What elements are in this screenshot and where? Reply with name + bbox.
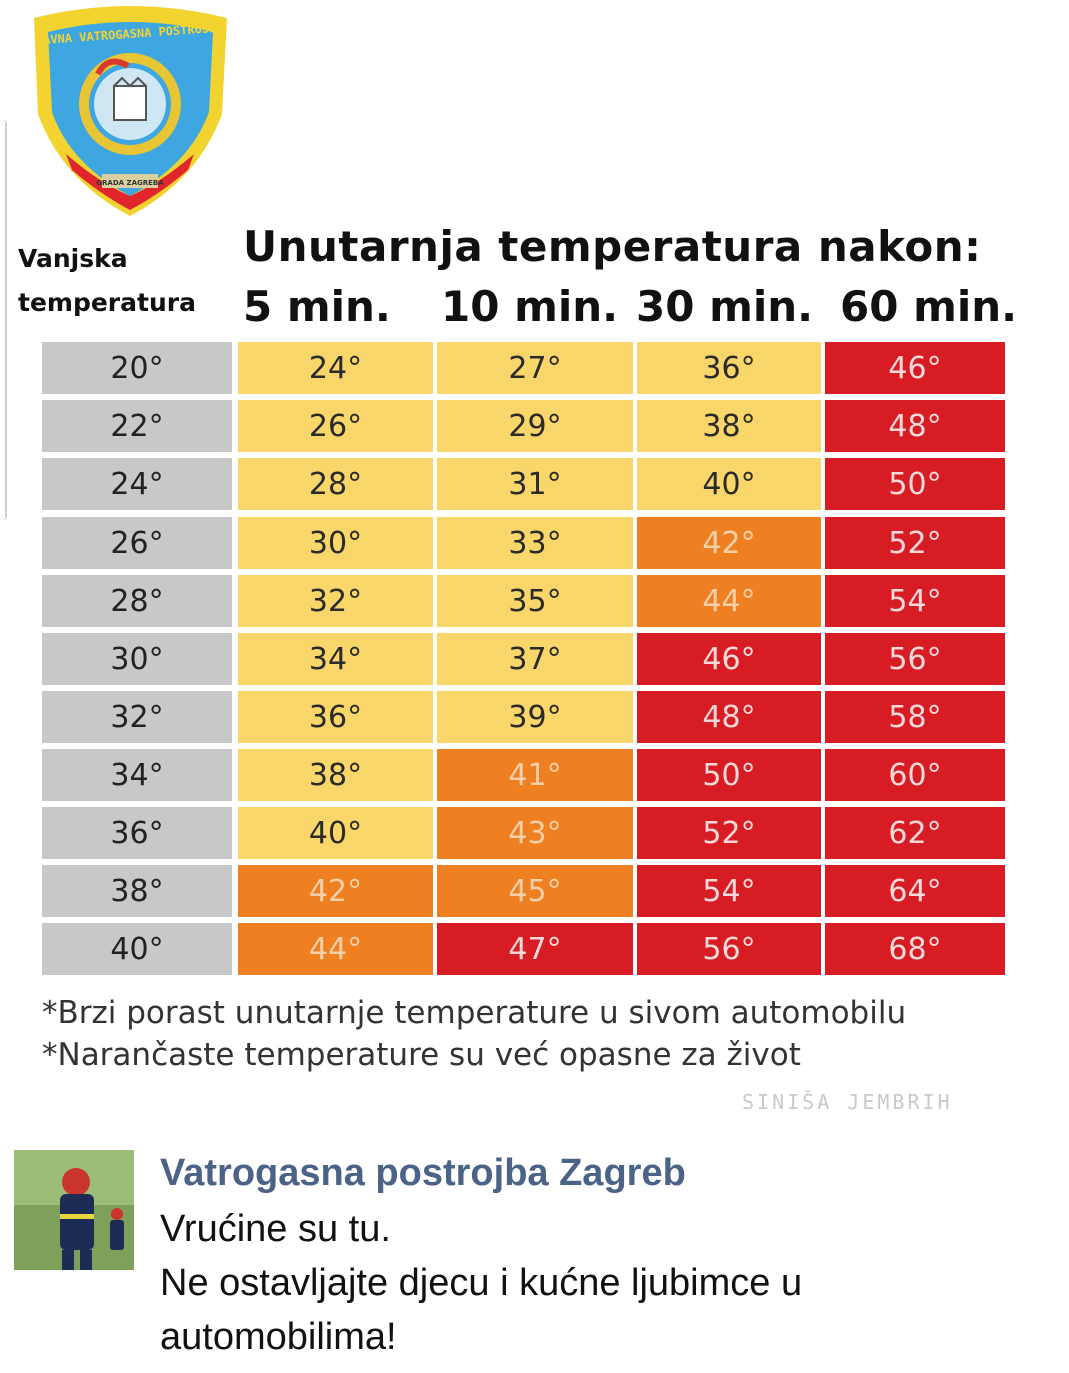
inside-temp-cell-10min: 33°: [437, 517, 633, 569]
inside-temp-cell-5min: 40°: [238, 807, 433, 859]
inside-temp-cell-60min: 54°: [825, 575, 1005, 627]
outside-temp-cell: 36°: [42, 807, 232, 859]
outside-temp-cell: 32°: [42, 691, 232, 743]
inside-temp-cell-30min: 38°: [637, 400, 821, 452]
outside-temp-cell: 24°: [42, 458, 232, 510]
outside-temp-cell: 20°: [42, 342, 232, 394]
inside-temp-cell-10min: 37°: [437, 633, 633, 685]
inside-temp-cell-5min: 38°: [238, 749, 433, 801]
inside-temp-cell-60min: 48°: [825, 400, 1005, 452]
post-text-line2: Ne ostavljajte djecu i kućne ljubimce u: [160, 1262, 803, 1304]
outside-temp-cell: 22°: [42, 400, 232, 452]
column-header-5min: 5 min.: [243, 282, 391, 331]
inside-temp-cell-60min: 46°: [825, 342, 1005, 394]
inside-temp-cell-10min: 39°: [437, 691, 633, 743]
outside-temp-label-line1: Vanjska: [18, 244, 128, 273]
inside-temp-cell-5min: 34°: [238, 633, 433, 685]
inside-temp-cell-10min: 41°: [437, 749, 633, 801]
inside-temp-cell-30min: 46°: [637, 633, 821, 685]
inside-temp-cell-60min: 68°: [825, 923, 1005, 975]
inside-temp-cell-60min: 60°: [825, 749, 1005, 801]
inside-temp-cell-5min: 44°: [238, 923, 433, 975]
column-header-60min: 60 min.: [840, 282, 1018, 331]
inside-temp-cell-30min: 56°: [637, 923, 821, 975]
outside-temp-label-line2: temperatura: [18, 288, 196, 317]
inside-temp-cell-10min: 29°: [437, 400, 633, 452]
inside-temp-cell-10min: 35°: [437, 575, 633, 627]
column-header-10min: 10 min.: [441, 282, 619, 331]
outside-temp-cell: 28°: [42, 575, 232, 627]
inside-temp-cell-30min: 50°: [637, 749, 821, 801]
inside-temp-cell-30min: 40°: [637, 458, 821, 510]
inside-temp-cell-30min: 48°: [637, 691, 821, 743]
inside-temp-cell-30min: 54°: [637, 865, 821, 917]
outside-temp-cell: 38°: [42, 865, 232, 917]
author-signature: SINIŠA JEMBRIH: [742, 1090, 953, 1114]
inside-temp-cell-30min: 42°: [637, 517, 821, 569]
badge-bottom-text: GRADA ZAGREBA: [96, 179, 164, 187]
inside-temp-cell-5min: 36°: [238, 691, 433, 743]
inside-temp-cell-60min: 52°: [825, 517, 1005, 569]
inside-temp-cell-5min: 28°: [238, 458, 433, 510]
outside-temp-cell: 34°: [42, 749, 232, 801]
avatar[interactable]: [14, 1150, 134, 1270]
post-text-line1: Vrućine su tu.: [160, 1208, 391, 1250]
inside-temp-cell-30min: 52°: [637, 807, 821, 859]
outside-temp-cell: 26°: [42, 517, 232, 569]
inside-temp-cell-5min: 24°: [238, 342, 433, 394]
inside-temp-cell-10min: 43°: [437, 807, 633, 859]
inside-temp-cell-60min: 50°: [825, 458, 1005, 510]
temperature-table: 20° 24° 27° 36° 46° 22° 26° 29° 38° 48° 24° 28° 31° 4…: [42, 342, 1005, 975]
inside-temp-cell-30min: 36°: [637, 342, 821, 394]
fire-brigade-badge: JAVNA VATROGASNA POSTROJBA GRADA ZAGREBA: [28, 4, 233, 219]
inside-temp-cell-60min: 58°: [825, 691, 1005, 743]
inside-temp-cell-10min: 47°: [437, 923, 633, 975]
inside-temp-cell-60min: 62°: [825, 807, 1005, 859]
inside-temp-cell-5min: 26°: [238, 400, 433, 452]
post-author-link[interactable]: Vatrogasna postrojba Zagreb: [160, 1152, 686, 1194]
note-gray-car: *Brzi porast unutarnje temperature u siv…: [42, 995, 907, 1031]
inside-temp-title: Unutarnja temperatura nakon:: [243, 222, 982, 271]
inside-temp-cell-60min: 56°: [825, 633, 1005, 685]
inside-temp-cell-10min: 45°: [437, 865, 633, 917]
inside-temp-cell-30min: 44°: [637, 575, 821, 627]
outside-temp-cell: 40°: [42, 923, 232, 975]
inside-temp-cell-10min: 27°: [437, 342, 633, 394]
inside-temp-cell-60min: 64°: [825, 865, 1005, 917]
note-orange-danger: *Narančaste temperature su već opasne za…: [42, 1037, 801, 1073]
column-header-30min: 30 min.: [636, 282, 814, 331]
post-text-line3: automobilima!: [160, 1316, 397, 1358]
inside-temp-cell-10min: 31°: [437, 458, 633, 510]
inside-temp-cell-5min: 30°: [238, 517, 433, 569]
outside-temp-cell: 30°: [42, 633, 232, 685]
inside-temp-cell-5min: 32°: [238, 575, 433, 627]
inside-temp-cell-5min: 42°: [238, 865, 433, 917]
left-edge-indicator: [0, 120, 7, 520]
